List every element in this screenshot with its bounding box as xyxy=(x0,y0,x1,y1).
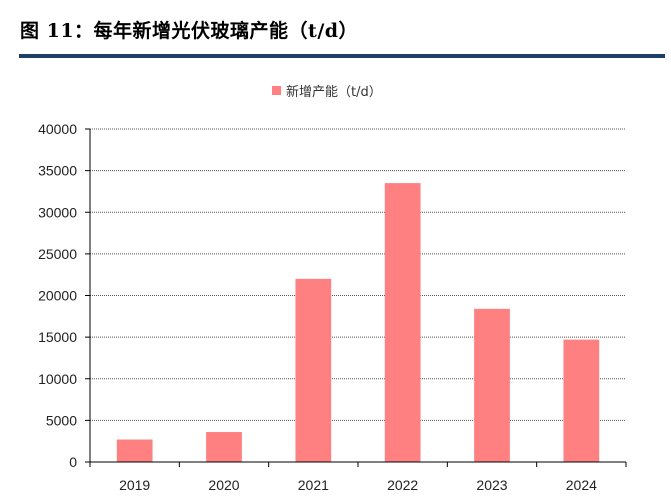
y-tick-label: 15000 xyxy=(38,329,77,345)
y-tick-label: 30000 xyxy=(38,204,77,220)
y-tick-label: 10000 xyxy=(38,371,77,387)
y-tick-label: 0 xyxy=(69,454,77,470)
x-tick-label: 2020 xyxy=(208,477,239,493)
figure-title: 图 11：每年新增光伏玻璃产能（t/d） xyxy=(20,20,359,42)
y-tick-label: 20000 xyxy=(38,288,77,304)
y-tick-label: 25000 xyxy=(38,246,77,262)
bar xyxy=(563,339,600,462)
legend-swatch xyxy=(272,86,281,95)
legend: 新增产能（t/d） xyxy=(272,84,382,100)
bar xyxy=(116,439,153,462)
bars xyxy=(116,183,600,463)
y-tick-label: 40000 xyxy=(38,121,77,137)
y-tick-label: 35000 xyxy=(38,163,77,179)
bar xyxy=(474,308,510,462)
x-axis-ticks: 2019 2020 2021 2022 2023 2024 xyxy=(89,462,627,493)
x-tick-label: 2022 xyxy=(387,477,418,493)
x-tick-label: 2021 xyxy=(298,477,329,493)
x-tick-label: 2024 xyxy=(566,477,597,493)
bar xyxy=(295,278,332,462)
bar xyxy=(384,183,421,463)
gridlines xyxy=(90,128,626,421)
x-tick-label: 2019 xyxy=(119,477,150,493)
x-tick-label: 2023 xyxy=(476,477,507,493)
y-axis-ticks: 0 5000 10000 15000 20000 25000 30000 35000 40000 xyxy=(38,121,90,470)
bar xyxy=(206,432,242,462)
y-tick-label: 5000 xyxy=(46,412,77,428)
legend-label: 新增产能（t/d） xyxy=(286,84,382,100)
title-divider xyxy=(19,54,665,58)
